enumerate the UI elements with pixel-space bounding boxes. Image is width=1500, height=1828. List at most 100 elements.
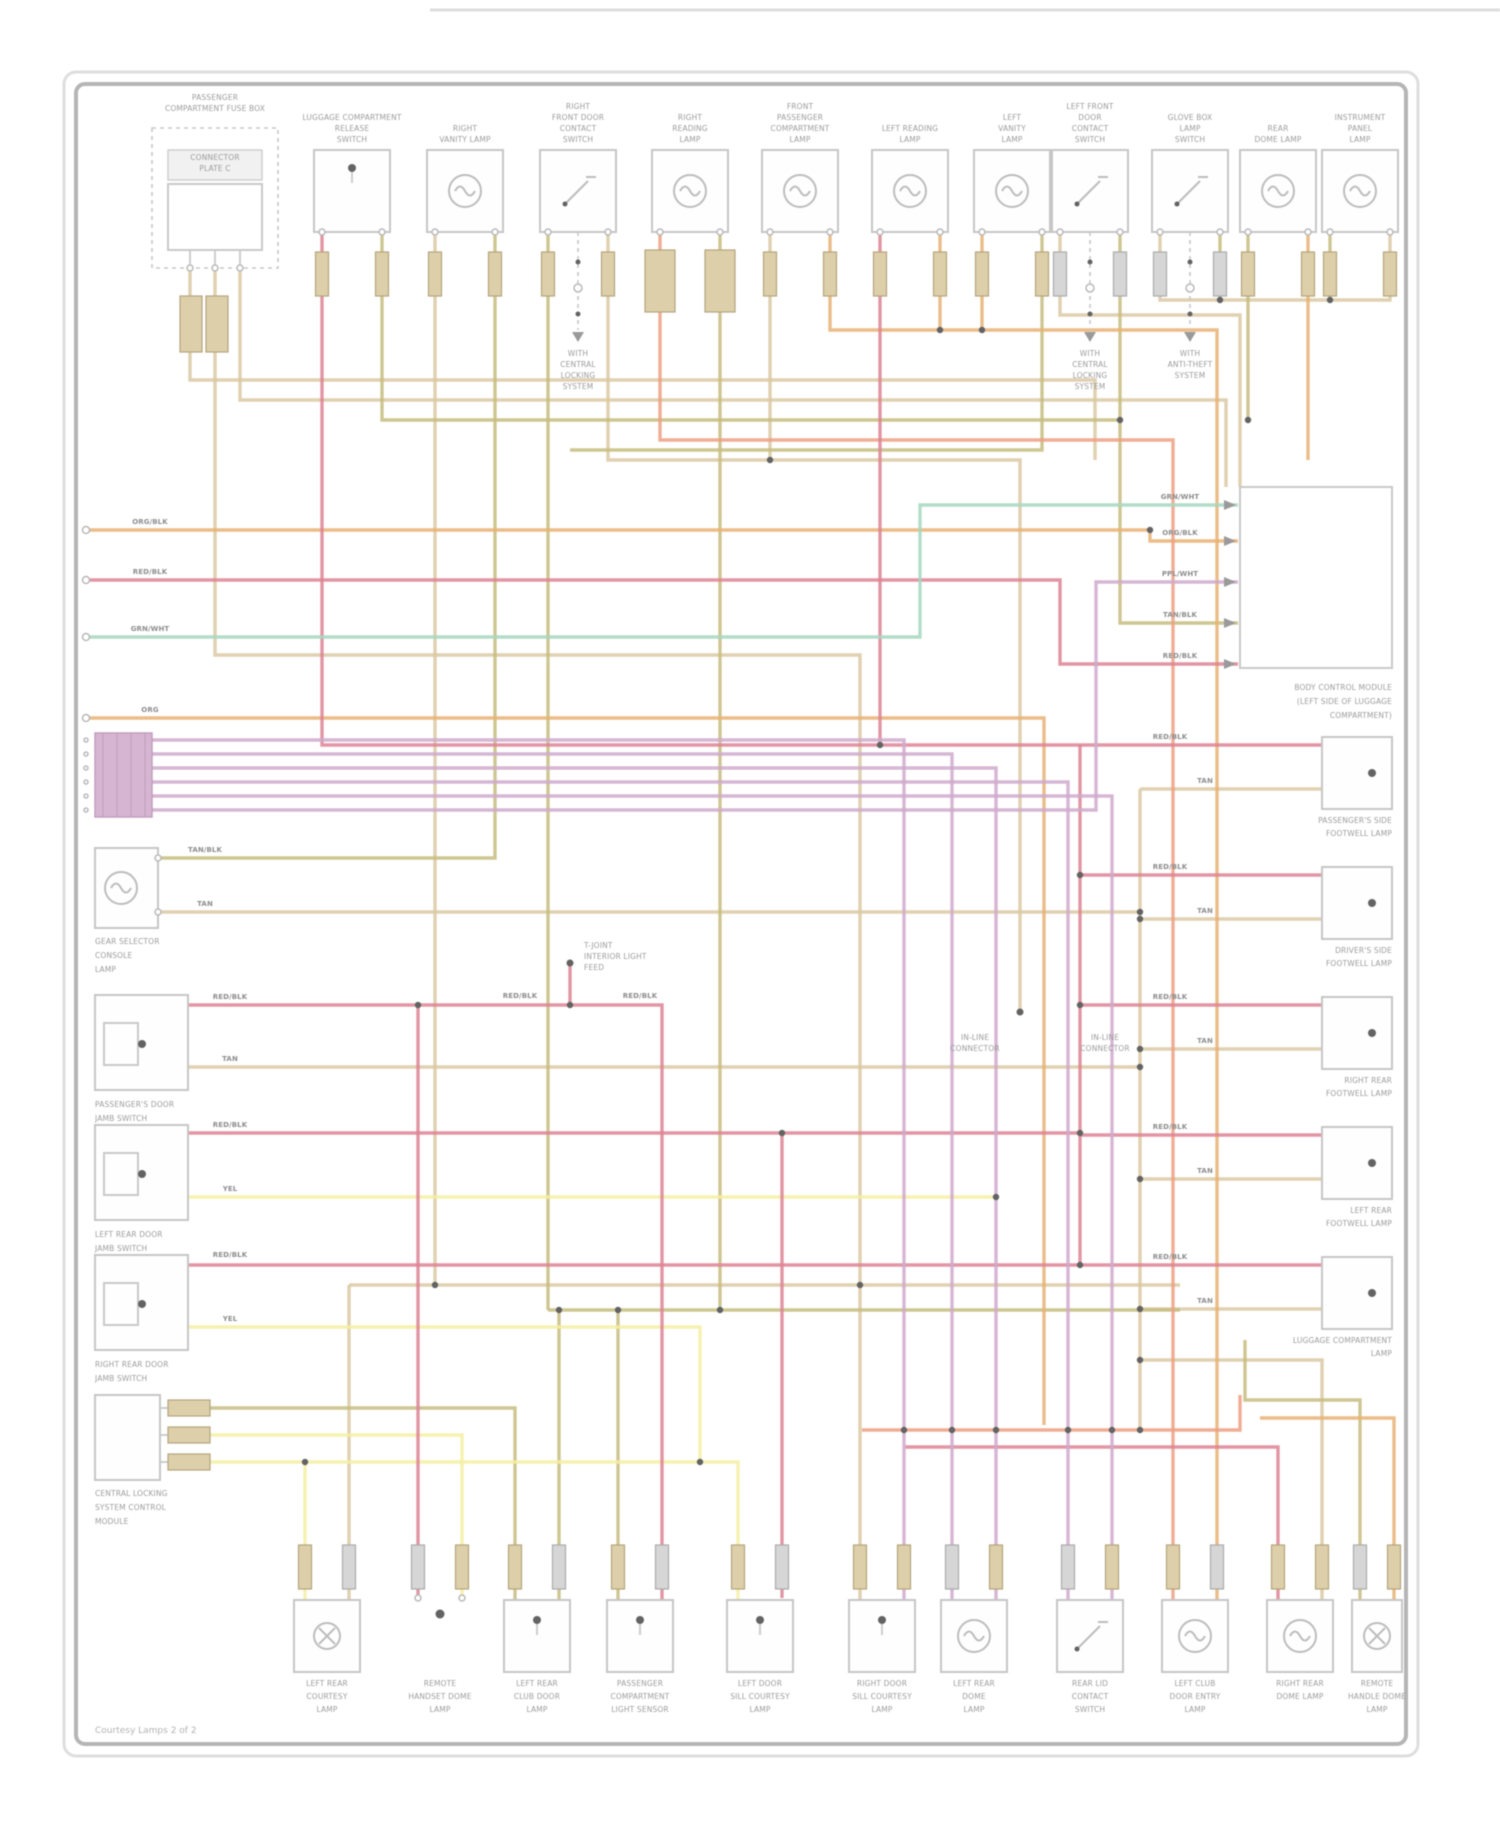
fuse xyxy=(1300,251,1316,297)
component-caption: LEFT REAR CLUB DOOR LAMP xyxy=(514,1679,560,1714)
component-caption: RIGHT REAR DOME LAMP xyxy=(1276,1679,1324,1701)
left-switch-passenger-door: RED/BLK TAN PASSENGER'S DOOR JAMB SWITCH xyxy=(94,993,248,1123)
connector-bar xyxy=(167,149,263,181)
wire xyxy=(1140,1358,1324,1600)
component-label: LEFT VANITY LAMP xyxy=(998,113,1026,144)
pin xyxy=(1244,228,1252,236)
junction-dot xyxy=(1326,296,1334,304)
wire-tag: RED/BLK xyxy=(1153,1123,1188,1131)
fuse xyxy=(1270,1544,1286,1590)
junction-dot xyxy=(1076,1261,1084,1269)
fuse xyxy=(487,251,503,297)
fuse xyxy=(1322,251,1338,297)
component-caption: LEFT REAR COURTESY LAMP xyxy=(306,1679,348,1714)
pin xyxy=(656,228,664,236)
page-footer: Courtesy Lamps 2 of 2 xyxy=(95,1726,197,1736)
lamp-box xyxy=(726,1599,794,1673)
wire-tag: TAN xyxy=(222,1055,238,1063)
junction-dot xyxy=(1116,416,1124,424)
component-label: REAR DOME LAMP xyxy=(1254,124,1301,144)
pin-stubs xyxy=(160,1407,168,1463)
lamp-box xyxy=(1321,996,1393,1070)
fuse xyxy=(762,251,778,297)
lamp-caption: RIGHT REAR FOOTWELL LAMP xyxy=(1326,1076,1392,1098)
junction-dot xyxy=(1136,915,1144,923)
wire xyxy=(152,794,1114,1600)
component-label: INSTRUMENT PANEL LAMP xyxy=(1335,113,1386,144)
instrument-cluster-connector xyxy=(83,732,153,818)
wire-tag: RED/BLK xyxy=(1163,652,1198,660)
component-label: FRONT PASSENGER COMPARTMENT LAMP xyxy=(770,102,829,144)
fuse xyxy=(704,249,736,313)
fuse xyxy=(205,295,229,353)
wire-tag: RED/BLK xyxy=(213,993,248,1001)
central-locking-module: CENTRAL LOCKING SYSTEM CONTROL MODULE xyxy=(94,1394,211,1526)
fuse xyxy=(1052,251,1068,297)
junction-dot xyxy=(992,1426,1000,1434)
lamp-element-icon xyxy=(1368,1289,1376,1297)
component-label: PASSENGER COMPARTMENT FUSE BOX xyxy=(165,93,265,113)
fuse xyxy=(1112,251,1128,297)
junction-dot xyxy=(992,1193,1000,1201)
wire-tag: TAN xyxy=(197,900,213,908)
entry-terminal xyxy=(81,575,91,585)
pin xyxy=(826,228,834,236)
wire-tag: GRN/WHT xyxy=(131,625,170,633)
switch-contact-icon xyxy=(138,1300,146,1308)
junction-dot xyxy=(1136,1356,1144,1364)
bottom-component-2: REMOTE HANDSET DOME LAMP xyxy=(408,1594,472,1714)
fuse xyxy=(167,1453,211,1471)
junction-dot xyxy=(876,741,884,749)
pin xyxy=(978,228,986,236)
wire xyxy=(658,232,1175,1600)
pin xyxy=(936,228,944,236)
lamp-box xyxy=(848,1599,916,1673)
fuse xyxy=(540,251,556,297)
lamp-caption: LEFT REAR FOOTWELL LAMP xyxy=(1326,1206,1392,1228)
wire-tag: ORG/BLK xyxy=(132,518,168,526)
component-caption: LEFT CLUB DOOR ENTRY LAMP xyxy=(1170,1679,1221,1714)
fuse xyxy=(374,251,390,297)
switch-caption: LEFT REAR DOOR JAMB SWITCH xyxy=(94,1230,163,1253)
junction-dot xyxy=(900,1426,908,1434)
wire-tag: TAN xyxy=(1197,1297,1213,1305)
junction-dot xyxy=(696,1458,704,1466)
pin xyxy=(83,737,89,743)
wire xyxy=(88,503,1238,639)
pin xyxy=(431,228,439,236)
bottom-component-8: REAR LID CONTACT SWITCH xyxy=(1056,1599,1124,1714)
component-caption: PASSENGER COMPARTMENT LIGHT SENSOR xyxy=(610,1679,669,1714)
junction-dot xyxy=(1136,1305,1144,1313)
fuse xyxy=(1212,251,1228,297)
junction-dot xyxy=(948,1426,956,1434)
left-wire-entries: ORG/BLK RED/BLK GRN/WHT ORG xyxy=(81,518,170,723)
wire xyxy=(570,232,1044,452)
top-component-left-vanity-lamp: LEFT VANITY LAMP xyxy=(973,113,1051,236)
junction-dot xyxy=(778,1129,786,1137)
fuse xyxy=(974,251,990,297)
wire-tag: ORG xyxy=(141,706,159,714)
component-label: LUGGAGE COMPARTMENT RELEASE SWITCH xyxy=(302,113,401,144)
fuse xyxy=(1165,1544,1181,1590)
wire xyxy=(158,232,497,860)
fuse xyxy=(1382,251,1398,297)
ground-icon xyxy=(1084,332,1096,342)
entry-terminal xyxy=(81,713,91,723)
fuse xyxy=(1314,1544,1330,1590)
component-label: RIGHT VANITY LAMP xyxy=(439,124,491,144)
pin xyxy=(83,807,89,813)
wire-tag: TAN/BLK xyxy=(188,846,222,854)
junction-dot xyxy=(1076,1129,1084,1137)
wire xyxy=(1260,1416,1396,1600)
right-module-2: RED/BLK TAN DRIVER'S SIDE FOOTWELL LAMP xyxy=(1153,863,1393,968)
junction-dot xyxy=(1108,1426,1116,1434)
component-label: RIGHT FRONT DOOR CONTACT SWITCH xyxy=(552,102,604,144)
connector-arrow-icon xyxy=(1224,618,1236,628)
wire-tag: TAN/BLK xyxy=(1163,611,1197,619)
wire xyxy=(88,578,1238,666)
junction-dot xyxy=(1136,1045,1144,1053)
module-box xyxy=(1239,486,1393,669)
wire xyxy=(1118,232,1238,625)
junction-dot xyxy=(1244,416,1252,424)
wire-tag: PPL/WHT xyxy=(1162,570,1198,578)
